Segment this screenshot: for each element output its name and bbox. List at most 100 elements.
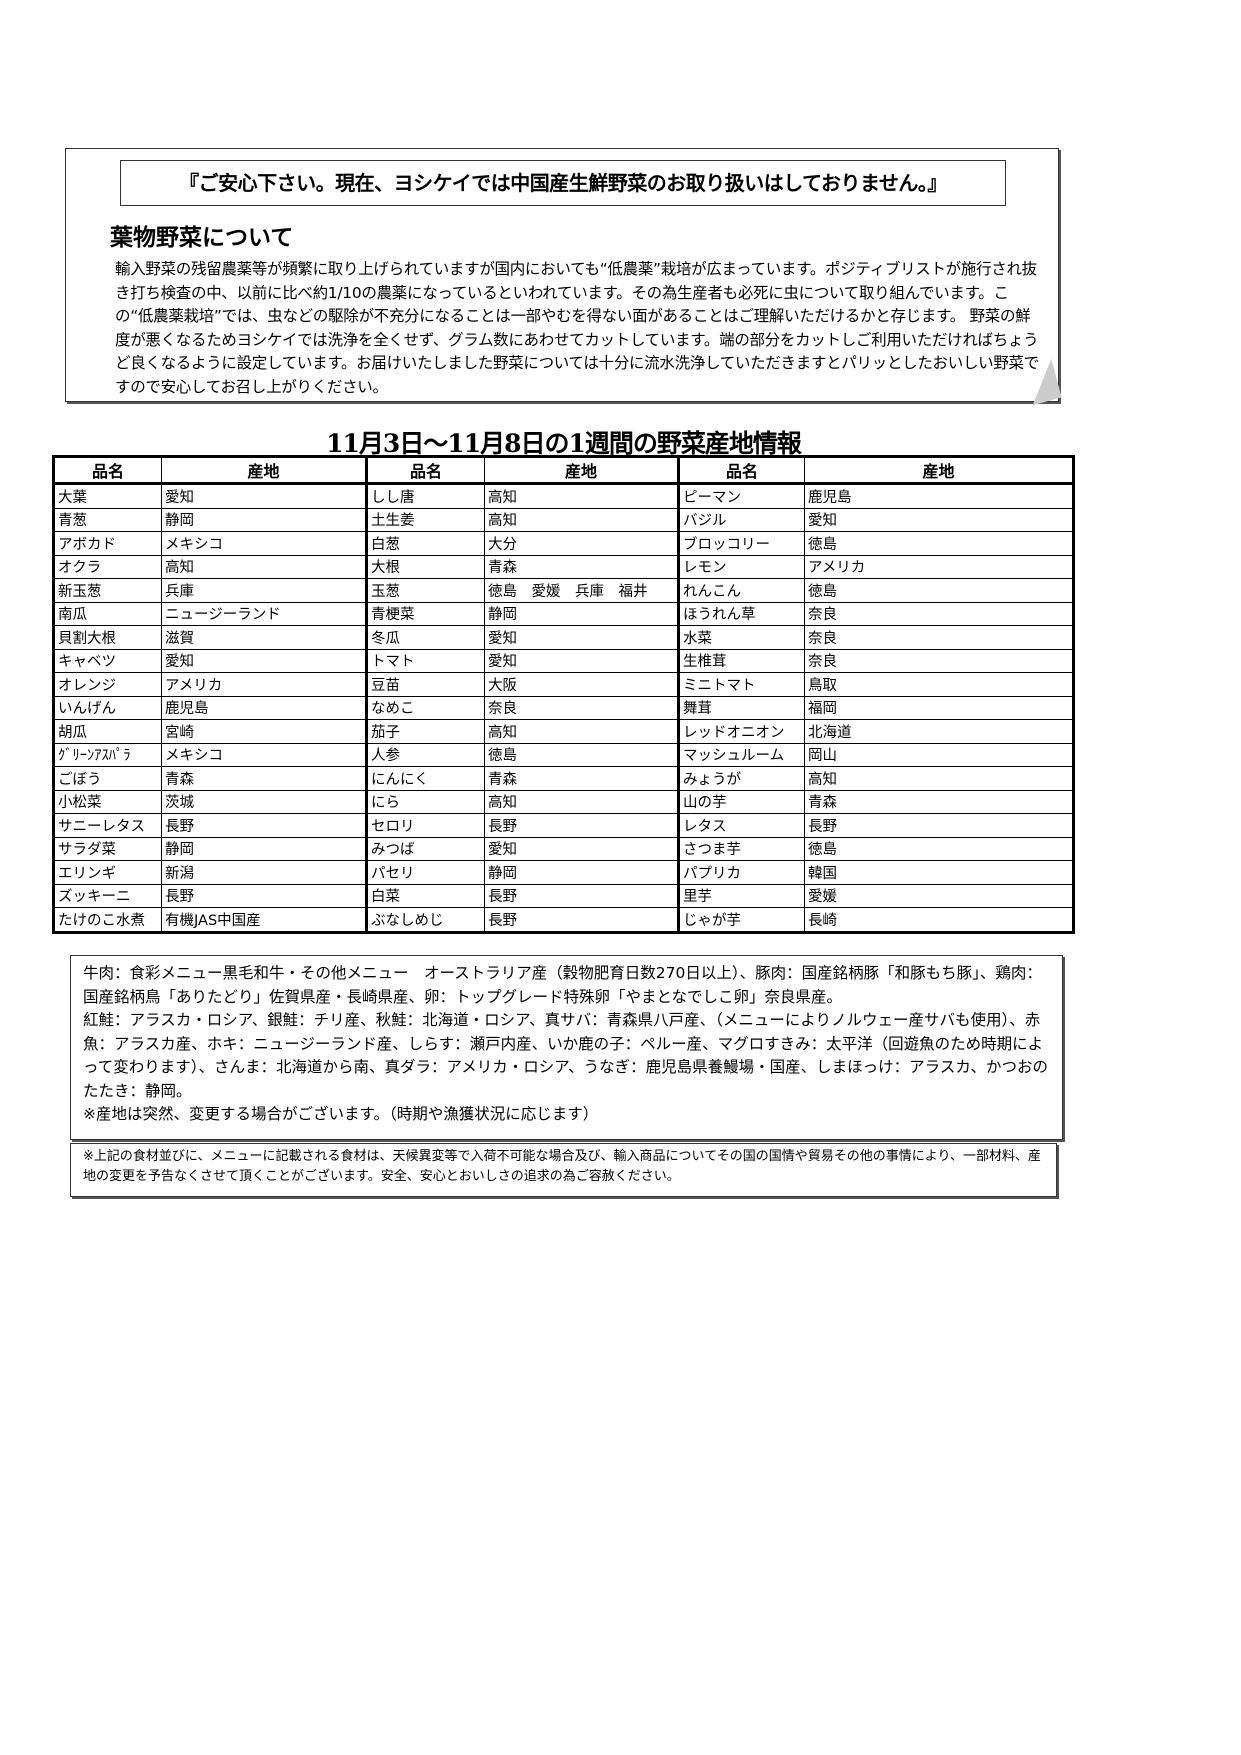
cell-item-name: にら <box>365 789 485 814</box>
cell-origin: 静岡 <box>161 836 367 861</box>
leafy-vegetables-box <box>65 148 1059 402</box>
cell-origin: 長野 <box>161 813 367 838</box>
cell-item-name: アボカド <box>53 531 162 556</box>
cell-origin: メキシコ <box>161 531 367 556</box>
cell-origin: 高知 <box>804 766 1074 791</box>
cell-item-name: ミニトマト <box>677 672 805 697</box>
table-row: アボカド メキシコ 白葱 大分 ブロッコリー 徳島 <box>53 531 1074 556</box>
cell-origin: メキシコ <box>161 742 367 767</box>
cell-item-name: レッドオニオン <box>677 719 805 744</box>
cell-item-name: サニーレタス <box>53 813 162 838</box>
cell-origin: 奈良 <box>804 648 1074 673</box>
table-title: 11月3日～11月8日の1週間の野菜産地情報 <box>326 429 802 458</box>
meat-fish-origin-box: 牛肉：食彩メニュー黒毛和牛・その他メニュー オーストラリア産（穀物肥育日数270… <box>70 955 1063 1140</box>
cell-origin: 茨城 <box>161 789 367 814</box>
cell-item-name: オレンジ <box>53 672 162 697</box>
table-row: 胡瓜 宮崎 茄子 高知 レッドオニオン 北海道 <box>53 719 1074 744</box>
cell-item-name: 玉葱 <box>365 578 485 603</box>
cell-item-name: マッシュルーム <box>677 742 805 767</box>
table-row: 新玉葱 兵庫 玉葱 徳島 愛媛 兵庫 福井 れんこん 徳島 <box>53 578 1074 603</box>
cell-origin: 徳島 <box>804 578 1074 603</box>
cell-origin: 高知 <box>484 483 679 509</box>
cell-origin: 韓国 <box>804 860 1074 885</box>
cell-item-name: 舞茸 <box>677 695 805 720</box>
table-row: ズッキーニ 長野 白菜 長野 里芋 愛媛 <box>53 883 1074 908</box>
cell-item-name: 大葉 <box>53 483 162 509</box>
cell-origin: 兵庫 <box>161 578 367 603</box>
cell-origin: 静岡 <box>484 601 679 626</box>
cell-item-name: エリンギ <box>53 860 162 885</box>
cell-item-name: パプリカ <box>677 860 805 885</box>
cell-origin: 奈良 <box>804 601 1074 626</box>
cell-item-name: ピーマン <box>677 483 805 509</box>
table-row: 南瓜 ニュージーランド 青梗菜 静岡 ほうれん草 奈良 <box>53 601 1074 626</box>
cell-item-name: 人参 <box>365 742 485 767</box>
cell-item-name: 大根 <box>365 554 485 579</box>
cell-origin: 愛知 <box>161 648 367 673</box>
cell-origin: 有機JAS中国産 <box>161 907 367 933</box>
cell-origin: 長野 <box>484 883 679 908</box>
table-header-row: 品名 産地 品名 産地 品名 産地 <box>53 456 1074 485</box>
cell-origin: 滋賀 <box>161 625 367 650</box>
cell-item-name: ぶなしめじ <box>365 907 485 933</box>
cell-origin: 徳島 愛媛 兵庫 福井 <box>484 578 679 603</box>
cell-origin: 大分 <box>484 531 679 556</box>
table-row: サニーレタス 長野 セロリ 長野 レタス 長野 <box>53 813 1074 838</box>
cell-item-name: にんにく <box>365 766 485 791</box>
cell-item-name: 南瓜 <box>53 601 162 626</box>
header-origin: 産地 <box>484 456 679 485</box>
cell-origin: 青森 <box>804 789 1074 814</box>
cell-origin: 愛知 <box>804 507 1074 532</box>
cell-item-name: バジル <box>677 507 805 532</box>
cell-origin: 愛知 <box>484 836 679 861</box>
cell-origin: アメリカ <box>161 672 367 697</box>
cell-origin: 奈良 <box>804 625 1074 650</box>
cell-item-name: レタス <box>677 813 805 838</box>
header-item: 品名 <box>53 456 162 485</box>
cell-item-name: ズッキーニ <box>53 883 162 908</box>
cell-origin: 高知 <box>161 554 367 579</box>
cell-item-name: 生椎茸 <box>677 648 805 673</box>
cell-item-name: 小松菜 <box>53 789 162 814</box>
table-row: エリンギ 新潟 パセリ 静岡 パプリカ 韓国 <box>53 860 1074 885</box>
cell-item-name: ほうれん草 <box>677 601 805 626</box>
cell-item-name: 貝割大根 <box>53 625 162 650</box>
notice-banner: 『ご安心下さい。現在、ヨシケイでは中国産生鮮野菜のお取り扱いはしておりません。』 <box>120 160 1006 206</box>
fish-origin-text: 紅鮭：アラスカ・ロシア、銀鮭：チリ産、秋鮭：北海道・ロシア、真サバ：青森県八戸産… <box>83 1011 1049 1100</box>
cell-item-name: 茄子 <box>365 719 485 744</box>
cell-item-name: サラダ菜 <box>53 836 162 861</box>
cell-origin: 鹿児島 <box>161 695 367 720</box>
cell-origin: 徳島 <box>484 742 679 767</box>
meat-origin-text: 牛肉：食彩メニュー黒毛和牛・その他メニュー オーストラリア産（穀物肥育日数270… <box>83 964 1042 1006</box>
cell-origin: 大阪 <box>484 672 679 697</box>
cell-item-name: ごぼう <box>53 766 162 791</box>
table-row: 大葉 愛知 しし唐 高知 ピーマン 鹿児島 <box>53 483 1074 509</box>
footnote-box: ※上記の食材並びに、メニューに記載される食材は、天候異変等で入荷不可能な場合及び… <box>70 1143 1057 1197</box>
cell-item-name: いんげん <box>53 695 162 720</box>
section-paragraph: 輸入野菜の残留農薬等が頻繁に取り上げられていますが国内においても“低農薬”栽培が… <box>115 260 1039 396</box>
vegetable-origin-table: 品名 産地 品名 産地 品名 産地 大葉 愛知 しし唐 高知 ピーマン 鹿児島 青葱 静岡 土生… <box>52 455 1075 934</box>
cell-origin: 長野 <box>804 813 1074 838</box>
table-row: ｸﾞﾘｰﾝｱｽﾊﾟﾗ メキシコ 人参 徳島 マッシュルーム 岡山 <box>53 742 1074 767</box>
cell-item-name: 白葱 <box>365 531 485 556</box>
cell-item-name: 山の芋 <box>677 789 805 814</box>
header-item: 品名 <box>365 456 485 485</box>
cell-origin: 鳥取 <box>804 672 1074 697</box>
cell-item-name: ブロッコリー <box>677 531 805 556</box>
cell-origin: 長野 <box>484 813 679 838</box>
cell-origin: 福岡 <box>804 695 1074 720</box>
cell-item-name: たけのこ水煮 <box>53 907 162 933</box>
cell-item-name: 土生姜 <box>365 507 485 532</box>
table-row: 小松菜 茨城 にら 高知 山の芋 青森 <box>53 789 1074 814</box>
cell-origin: 新潟 <box>161 860 367 885</box>
cell-origin: 青森 <box>161 766 367 791</box>
table-row: オクラ 高知 大根 青森 レモン アメリカ <box>53 554 1074 579</box>
cell-origin: 静岡 <box>484 860 679 885</box>
cell-item-name: オクラ <box>53 554 162 579</box>
header-origin: 産地 <box>161 456 367 485</box>
cell-origin: 青森 <box>484 554 679 579</box>
cell-origin: アメリカ <box>804 554 1074 579</box>
table-row: いんげん 鹿児島 なめこ 奈良 舞茸 福岡 <box>53 695 1074 720</box>
cell-origin: 青森 <box>484 766 679 791</box>
cell-origin: 高知 <box>484 719 679 744</box>
